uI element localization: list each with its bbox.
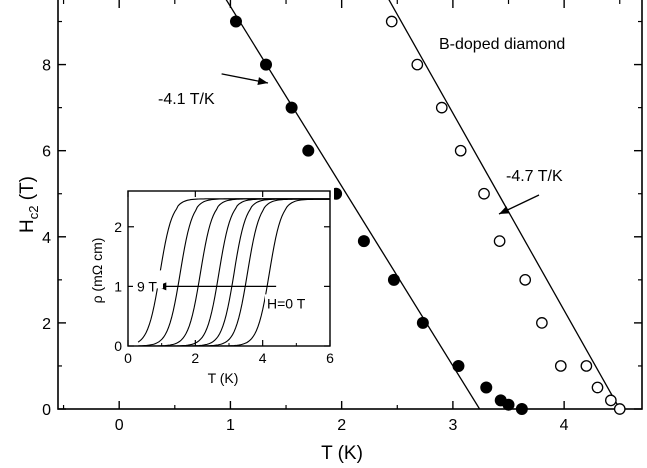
filled-data-point [285, 101, 298, 114]
inset-x-tick-label: 4 [259, 350, 267, 366]
inset-plot: 0 2 4 6 0 1 2 T (K) ρ (mΩ cm) 9 T H=0 T [68, 185, 334, 386]
fit-line [388, 0, 621, 409]
open-data-point [411, 58, 424, 71]
filled-data-point [229, 15, 242, 28]
open-data-point [536, 317, 548, 329]
x-tick-label: 1 [226, 417, 235, 434]
open-data-point [580, 360, 593, 372]
plot-frame [57, 0, 643, 410]
inset-y-tick-label: 2 [114, 219, 122, 235]
filled-data-point [357, 235, 370, 248]
open-data-point [454, 144, 467, 157]
open-data-point [591, 381, 604, 394]
filled-data-point [260, 58, 273, 71]
filled-data-point [387, 273, 400, 286]
y-axis-title-sub: c2 [26, 206, 41, 220]
open-data-point [435, 101, 448, 114]
y-tick-label: 2 [42, 316, 51, 333]
open-data-point [493, 235, 506, 247]
open-data-point [519, 273, 532, 286]
y-axis-title-main: H [17, 219, 38, 233]
inset-y-axis-title: ρ (mΩ cm) [89, 238, 105, 304]
x-tick-label: 2 [337, 417, 346, 434]
filled-data-point [302, 144, 315, 157]
inset-x-axis-title: T (K) [208, 370, 239, 386]
slope-label-filled: -4.1 T/K [158, 91, 215, 108]
filled-data-point [515, 403, 528, 415]
slope-arrow-filled-head [257, 77, 268, 85]
inset-x-tick-label: 2 [191, 350, 199, 366]
inset-x-tick-label: 0 [124, 350, 132, 366]
x-tick-label: 4 [560, 417, 569, 434]
x-axis-title: T (K) [321, 443, 363, 464]
y-tick-label: 4 [42, 230, 51, 247]
x-tick-label: 0 [115, 417, 124, 434]
y-tick-label: 6 [42, 144, 51, 161]
y-tick-label: 0 [42, 402, 51, 419]
field-label-zero: H=0 T [267, 295, 306, 311]
field-label-high: 9 T [137, 278, 157, 294]
fit-line [225, 0, 481, 409]
filled-data-point [452, 359, 465, 372]
open-data-point [554, 360, 567, 372]
inset-x-tick-label: 6 [326, 350, 334, 366]
field-label-bg [133, 270, 163, 289]
main-plot: 0 1 2 3 4 0 2 4 6 8 T (K) Hc2 (T) B-doped diamond -4.… [17, 0, 643, 464]
inset-background [68, 185, 334, 385]
y-tick-label: 8 [42, 58, 51, 75]
field-label-zero-bg [265, 294, 325, 313]
open-data-point [613, 403, 626, 415]
slope-label-open: -4.7 T/K [506, 168, 563, 185]
x-tick-label: 3 [448, 417, 457, 434]
filled-data-point [480, 381, 493, 394]
slope-arrow-open-head [499, 206, 510, 214]
inset-curves [137, 198, 330, 346]
inset-y-tick-label: 1 [114, 278, 122, 294]
open-data-point [478, 187, 490, 200]
filled-data-point [502, 398, 515, 411]
resistivity-curve [138, 198, 330, 346]
open-data-point [605, 394, 617, 407]
inset-y-tick-label: 0 [114, 338, 122, 354]
open-data-point [385, 15, 398, 28]
fit-lines [225, 0, 621, 409]
y-axis-title-unit: (T) [17, 176, 38, 206]
y-axis-title: Hc2 (T) [17, 176, 41, 233]
filled-data-point [416, 316, 429, 329]
resistivity-curve [138, 198, 330, 346]
sample-label: B-doped diamond [439, 36, 565, 53]
